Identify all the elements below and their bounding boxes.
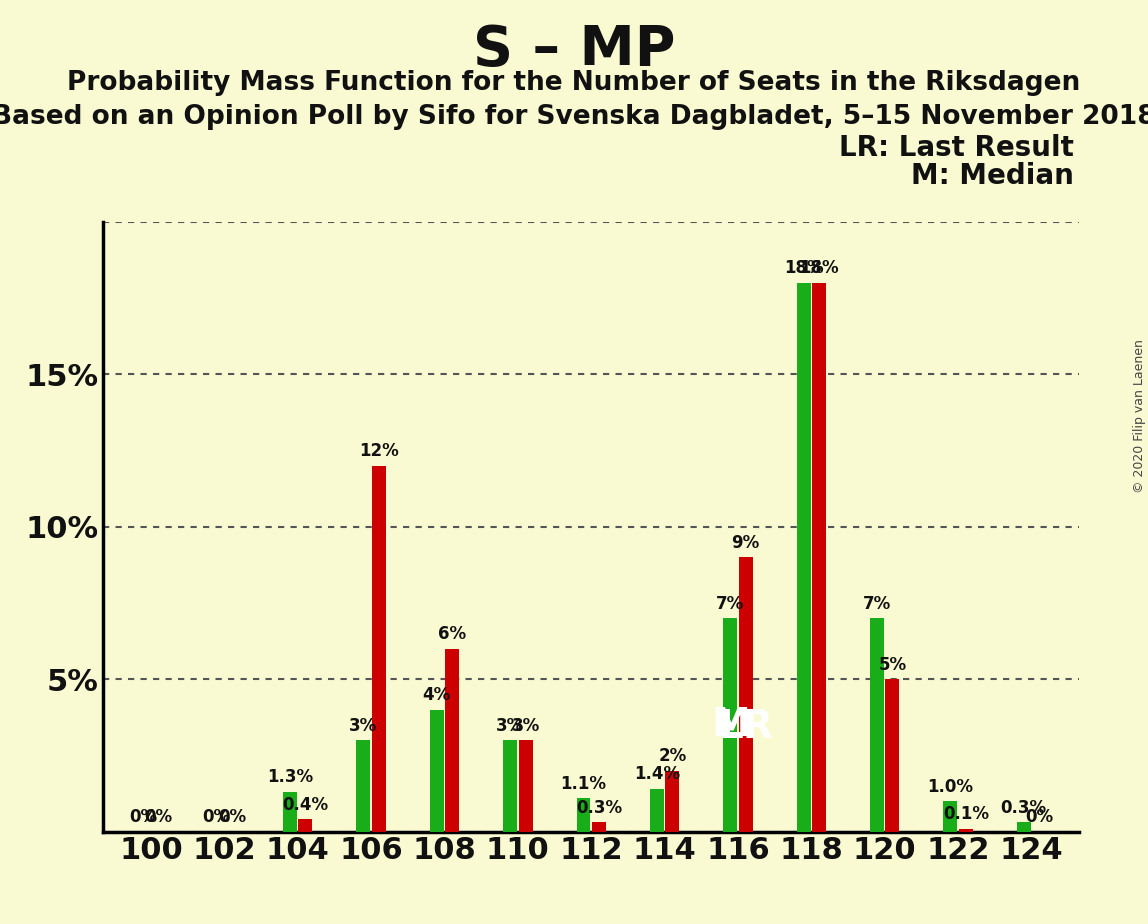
- Text: 0%: 0%: [130, 808, 157, 826]
- Text: 0%: 0%: [1025, 808, 1053, 826]
- Text: 6%: 6%: [439, 626, 466, 643]
- Bar: [592, 822, 606, 832]
- Bar: [284, 792, 297, 832]
- Text: 0.3%: 0.3%: [576, 799, 622, 817]
- Bar: [1017, 822, 1031, 832]
- Text: M: Median: M: Median: [910, 162, 1073, 189]
- Text: 3%: 3%: [496, 717, 525, 735]
- Bar: [519, 740, 533, 832]
- Bar: [812, 283, 827, 832]
- Text: 3%: 3%: [511, 717, 540, 735]
- Bar: [944, 801, 957, 832]
- Bar: [576, 798, 590, 832]
- Text: 1.0%: 1.0%: [928, 778, 974, 796]
- Text: 7%: 7%: [863, 595, 891, 613]
- Bar: [298, 820, 312, 832]
- Bar: [797, 283, 810, 832]
- Text: 2%: 2%: [658, 748, 687, 765]
- Bar: [723, 618, 737, 832]
- Text: Based on an Opinion Poll by Sifo for Svenska Dagbladet, 5–15 November 2018: Based on an Opinion Poll by Sifo for Sve…: [0, 104, 1148, 130]
- Text: 1.4%: 1.4%: [634, 765, 680, 784]
- Text: Probability Mass Function for the Number of Seats in the Riksdagen: Probability Mass Function for the Number…: [68, 70, 1080, 96]
- Bar: [959, 829, 972, 832]
- Text: 1.3%: 1.3%: [267, 769, 313, 786]
- Bar: [650, 789, 664, 832]
- Text: 9%: 9%: [731, 534, 760, 552]
- Text: 5%: 5%: [878, 656, 907, 674]
- Text: 0.3%: 0.3%: [1001, 799, 1047, 817]
- Text: LR: Last Result: LR: Last Result: [838, 134, 1073, 162]
- Text: 12%: 12%: [359, 443, 398, 460]
- Text: 0%: 0%: [218, 808, 246, 826]
- Text: 0%: 0%: [202, 808, 231, 826]
- Text: M: M: [711, 706, 750, 744]
- Bar: [503, 740, 517, 832]
- Text: 7%: 7%: [716, 595, 744, 613]
- Bar: [445, 649, 459, 832]
- Text: 4%: 4%: [422, 687, 451, 704]
- Bar: [738, 557, 753, 832]
- Text: 0.1%: 0.1%: [943, 805, 988, 823]
- Bar: [870, 618, 884, 832]
- Text: 18%: 18%: [799, 260, 839, 277]
- Bar: [885, 679, 899, 832]
- Text: 1.1%: 1.1%: [560, 774, 606, 793]
- Bar: [372, 466, 386, 832]
- Text: © 2020 Filip van Laenen: © 2020 Filip van Laenen: [1133, 339, 1147, 492]
- Bar: [429, 710, 444, 832]
- Text: 3%: 3%: [349, 717, 378, 735]
- Text: S – MP: S – MP: [473, 23, 675, 77]
- Text: 0.4%: 0.4%: [282, 796, 328, 814]
- Text: 18%: 18%: [784, 260, 823, 277]
- Bar: [356, 740, 371, 832]
- Bar: [666, 771, 680, 832]
- Text: LR: LR: [719, 709, 773, 747]
- Text: 0%: 0%: [145, 808, 173, 826]
